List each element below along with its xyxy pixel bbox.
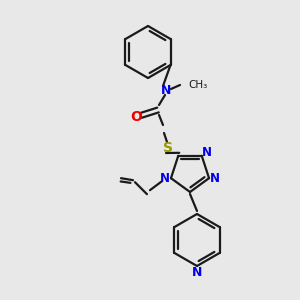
Text: N: N xyxy=(161,83,171,97)
Text: N: N xyxy=(192,266,202,278)
Text: N: N xyxy=(160,172,170,185)
Text: O: O xyxy=(130,110,142,124)
Text: CH₃: CH₃ xyxy=(188,80,207,90)
Text: N: N xyxy=(202,146,212,159)
Text: S: S xyxy=(163,141,173,155)
Text: N: N xyxy=(210,172,220,185)
